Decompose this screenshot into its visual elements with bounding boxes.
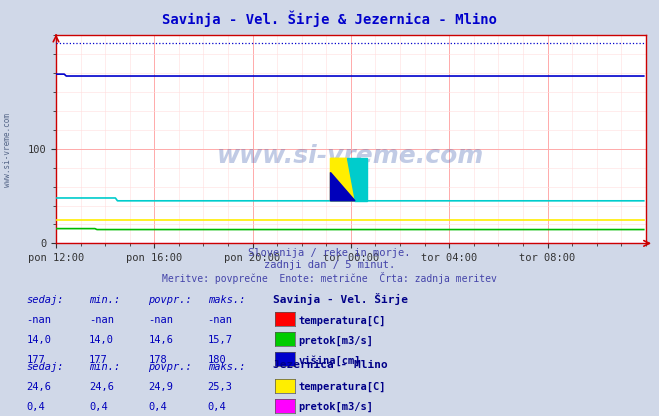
Text: pretok[m3/s]: pretok[m3/s] — [299, 335, 374, 346]
Text: 15,7: 15,7 — [208, 335, 233, 345]
Text: 14,0: 14,0 — [26, 335, 51, 345]
Text: www.si-vreme.com: www.si-vreme.com — [3, 113, 13, 187]
Text: 180: 180 — [208, 355, 226, 365]
Text: višina[cm]: višina[cm] — [299, 355, 361, 366]
Text: 0,4: 0,4 — [26, 402, 45, 412]
Text: min.:: min.: — [89, 295, 120, 305]
Text: maks.:: maks.: — [208, 362, 245, 372]
Text: -nan: -nan — [148, 315, 173, 325]
Text: povpr.:: povpr.: — [148, 362, 192, 372]
Text: 24,6: 24,6 — [26, 382, 51, 392]
Text: povpr.:: povpr.: — [148, 295, 192, 305]
Polygon shape — [330, 173, 355, 201]
Text: min.:: min.: — [89, 362, 120, 372]
Text: 14,0: 14,0 — [89, 335, 114, 345]
Text: sedaj:: sedaj: — [26, 295, 64, 305]
Text: 25,3: 25,3 — [208, 382, 233, 392]
Text: maks.:: maks.: — [208, 295, 245, 305]
Text: 14,6: 14,6 — [148, 335, 173, 345]
Text: 0,4: 0,4 — [148, 402, 167, 412]
Text: Meritve: povprečne  Enote: metrične  Črta: zadnja meritev: Meritve: povprečne Enote: metrične Črta:… — [162, 272, 497, 285]
Text: 24,6: 24,6 — [89, 382, 114, 392]
Text: sedaj:: sedaj: — [26, 362, 64, 372]
Text: Slovenija / reke in morje.: Slovenija / reke in morje. — [248, 248, 411, 258]
Text: 178: 178 — [148, 355, 167, 365]
Text: Jezernica - Mlino: Jezernica - Mlino — [273, 360, 388, 370]
Text: 177: 177 — [26, 355, 45, 365]
Text: Savinja - Vel. Širje: Savinja - Vel. Širje — [273, 293, 409, 305]
Text: www.si-vreme.com: www.si-vreme.com — [217, 144, 484, 168]
Text: Savinja - Vel. Širje & Jezernica - Mlino: Savinja - Vel. Širje & Jezernica - Mlino — [162, 10, 497, 27]
Text: 0,4: 0,4 — [89, 402, 107, 412]
Text: -nan: -nan — [208, 315, 233, 325]
Text: 177: 177 — [89, 355, 107, 365]
Polygon shape — [347, 158, 367, 201]
Text: 0,4: 0,4 — [208, 402, 226, 412]
Text: temperatura[C]: temperatura[C] — [299, 382, 386, 392]
Text: zadnji dan / 5 minut.: zadnji dan / 5 minut. — [264, 260, 395, 270]
Text: pretok[m3/s]: pretok[m3/s] — [299, 402, 374, 412]
Text: temperatura[C]: temperatura[C] — [299, 315, 386, 326]
Polygon shape — [330, 158, 355, 201]
Text: 24,9: 24,9 — [148, 382, 173, 392]
Text: -nan: -nan — [89, 315, 114, 325]
Text: -nan: -nan — [26, 315, 51, 325]
